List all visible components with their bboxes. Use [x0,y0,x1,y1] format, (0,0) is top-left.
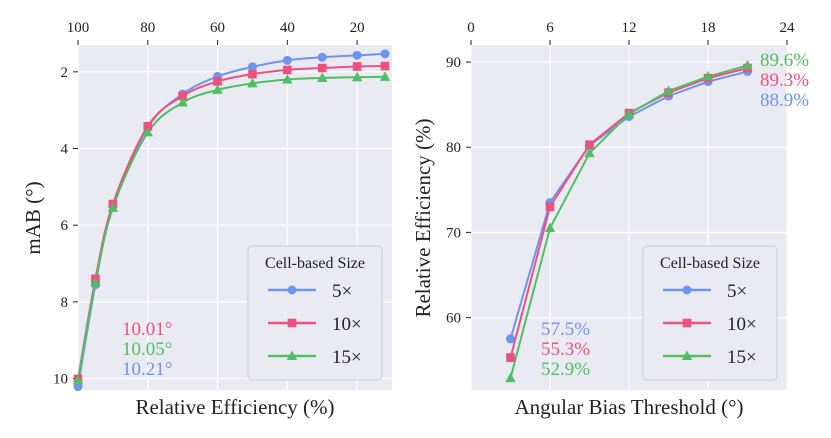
left-x-tick-label: 20 [350,20,365,36]
left-point-s10-5 [213,77,222,86]
left-point-s15-5 [212,84,223,94]
right-point-s15-3 [623,108,635,118]
right-legend: Cell-based Size 5× 10× 15× [642,245,778,381]
left-x-ticks: 100 80 60 40 20 [67,20,365,45]
left-legend-label-5x: 5× [332,281,352,302]
left-line-s15 [77,75,386,381]
left-legend-label-15x: 15× [332,347,362,368]
right-y-tick-label: 70 [446,225,461,241]
right-point-s10-2 [585,140,594,149]
right-annotation-low-10x: 55.3% [541,339,590,360]
right-annotation-low-15x: 52.9% [541,359,590,380]
right-point-s15-5 [702,71,714,81]
left-point-s10-6 [248,69,257,79]
right-point-s15-2 [584,147,595,158]
left-legend-marker-s5 [287,285,297,295]
right-point-s5-0 [506,334,515,344]
left-annotation-10x: 10.01° [122,319,172,340]
right-series-markers [505,59,753,383]
left-point-s10-10 [380,61,390,71]
left-legend-marker-s10 [287,318,297,328]
left-point-s5-7 [282,55,292,65]
right-annotation-high-5x: 88.9% [760,90,809,111]
left-y-tick-label: 2 [61,65,69,81]
left-legend-label-10x: 10× [332,314,362,335]
right-chart: 0 6 12 18 24 60 70 80 90 Angular Bias Threshold… [411,20,809,419]
right-annotation-high-10x: 89.3% [760,70,809,91]
left-legend-title: Cell-based Size [265,255,365,272]
left-chart: 100 80 60 40 20 2 4 6 8 10 Relative Efficiency (… [21,20,392,419]
left-point-s10-7 [283,65,292,75]
right-x-tick-label: 6 [546,20,554,36]
left-point-s5-8 [317,52,327,62]
right-point-s15-1 [544,222,556,233]
right-x-tick-label: 0 [467,20,475,36]
left-legend-box [247,245,383,381]
left-x-tick-label: 100 [67,20,90,36]
right-y-tick-label: 80 [446,140,461,156]
left-y-tick-label: 10 [53,372,68,388]
left-x-tick-label: 80 [140,20,155,36]
right-point-s15-6 [742,59,753,70]
left-series-lines [77,52,386,387]
left-point-s15-7 [282,74,293,84]
right-legend-title: Cell-based Size [660,255,760,272]
left-point-s15-9 [351,71,363,82]
left-y-tick-label: 4 [61,142,69,158]
right-legend-label-10x: 10× [727,314,757,335]
right-y-ticks: 60 70 80 90 [446,55,471,327]
right-point-s15-0 [505,372,516,383]
left-y-ticks: 2 4 6 8 10 [53,65,78,388]
left-point-s15-0 [72,374,84,385]
right-legend-marker-s10 [682,318,692,328]
left-x-tick-label: 40 [280,20,295,36]
left-x-axis-label: Relative Efficiency (%) [135,395,334,419]
left-y-axis-label: mAB (°) [21,181,45,254]
right-x-ticks: 0 6 12 18 24 [467,20,795,45]
left-point-s10-3 [143,121,153,131]
left-legend-marker-s15 [286,350,298,360]
right-legend-marker-s5 [682,285,692,295]
left-annotation-15x: 10.05° [122,339,172,360]
left-series-markers [72,49,391,392]
right-x-tick-label: 18 [701,20,716,36]
right-legend-label-5x: 5× [727,281,747,302]
right-y-tick-label: 60 [446,311,461,327]
left-point-s15-6 [247,77,258,88]
left-point-s5-6 [247,62,257,72]
left-y-tick-label: 6 [61,218,69,234]
left-point-s5-9 [352,50,362,60]
right-legend-box [642,245,778,381]
left-y-tick-label: 8 [61,295,69,311]
left-point-s15-3 [142,126,153,137]
right-y-tick-label: 90 [446,55,461,71]
left-point-s15-10 [379,71,391,81]
left-point-s15-2 [107,202,119,212]
left-point-s5-10 [380,49,390,59]
right-point-s10-0 [506,353,515,362]
left-point-s15-8 [317,72,328,82]
right-y-axis-label: Relative Efficiency (%) [411,118,435,317]
right-annotation-low-5x: 57.5% [541,319,590,340]
right-legend-entries [663,285,711,360]
left-x-tick-label: 60 [210,20,225,36]
left-legend: Cell-based Size 5× 10× 15× [247,245,383,381]
right-legend-label-15x: 15× [727,347,757,368]
right-x-axis-label: Angular Bias Threshold (°) [514,395,743,419]
right-point-s15-4 [663,85,674,95]
left-point-s10-8 [317,63,327,73]
right-point-s10-1 [545,202,555,212]
right-legend-marker-s15 [681,350,693,360]
left-point-s15-1 [90,277,101,287]
left-annotation-5x: 10.21° [122,359,172,380]
right-annotation-high-15x: 89.6% [760,50,809,71]
left-point-s10-9 [352,62,362,71]
left-point-s10-4 [178,91,187,101]
left-point-s15-4 [177,97,188,107]
left-legend-entries [268,285,316,360]
right-x-tick-label: 24 [780,20,796,36]
right-x-tick-label: 12 [622,20,637,36]
